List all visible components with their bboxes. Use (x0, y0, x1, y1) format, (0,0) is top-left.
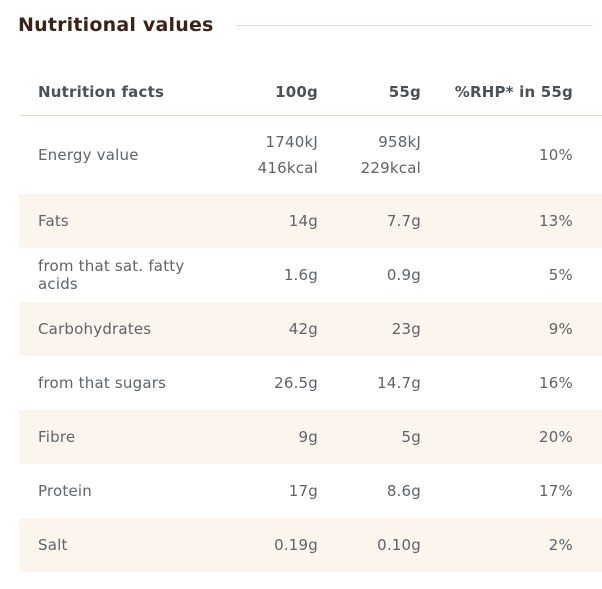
value-55g: 958kJ 229kcal (360, 133, 421, 177)
value-rhp: 10% (539, 146, 573, 164)
row-label: Salt (38, 536, 68, 554)
table-row: from that sugars 26.5g 14.7g 16% (19, 356, 602, 410)
value-55g: 8.6g (386, 482, 421, 500)
row-label: Protein (38, 482, 92, 500)
value-55g: 0.10g (377, 536, 421, 554)
table-row: Protein 17g 8.6g 17% (19, 464, 602, 518)
value-100g: 1.6g (283, 266, 318, 284)
title-divider-line (235, 24, 592, 26)
row-label: from that sat. fatty acids (38, 257, 185, 293)
row-label: from that sugars (38, 374, 167, 392)
table-row: Fats 14g 7.7g 13% (19, 194, 602, 248)
value-rhp: 2% (548, 536, 573, 554)
value-rhp: 17% (539, 482, 573, 500)
value-rhp: 9% (548, 320, 573, 338)
value-100g: 0.19g (274, 536, 318, 554)
row-label: Fats (38, 212, 69, 230)
table-row: Salt 0.19g 0.10g 2% (19, 518, 602, 572)
value-100g: 42g (288, 320, 318, 338)
value-100g: 14g (288, 212, 318, 230)
value-rhp: 5% (548, 266, 573, 284)
header-rhp: %RHP* in 55g (454, 82, 573, 101)
section-header: Nutritional values (0, 0, 602, 37)
table-row: Fibre 9g 5g 20% (19, 410, 602, 464)
header-55g: 55g (388, 82, 421, 101)
nutrition-table: Nutrition facts 100g 55g %RHP* in 55g En… (19, 68, 602, 572)
header-100g: 100g (275, 82, 318, 101)
value-100g: 1740kJ 416kcal (257, 133, 318, 177)
value-55g: 14.7g (377, 374, 421, 392)
row-label: Carbohydrates (38, 320, 152, 338)
table-row: Energy value 1740kJ 416kcal 958kJ 229kcal … (19, 116, 602, 194)
table-row: Carbohydrates 42g 23g 9% (19, 302, 602, 356)
value-100g: 26.5g (274, 374, 318, 392)
table-row: from that sat. fatty acids 1.6g 0.9g 5% (19, 248, 602, 302)
value-rhp: 20% (539, 428, 573, 446)
value-55g: 5g (401, 428, 421, 446)
header-nutrition-facts: Nutrition facts (38, 82, 165, 101)
value-55g: 0.9g (386, 266, 421, 284)
value-55g: 23g (391, 320, 421, 338)
row-label: Fibre (38, 428, 76, 446)
page-title: Nutritional values (18, 14, 214, 36)
value-rhp: 16% (539, 374, 573, 392)
value-55g: 7.7g (386, 212, 421, 230)
value-rhp: 13% (539, 212, 573, 230)
table-header-row: Nutrition facts 100g 55g %RHP* in 55g (19, 68, 602, 116)
value-100g: 17g (288, 482, 318, 500)
row-label: Energy value (38, 146, 139, 164)
value-100g: 9g (298, 428, 318, 446)
